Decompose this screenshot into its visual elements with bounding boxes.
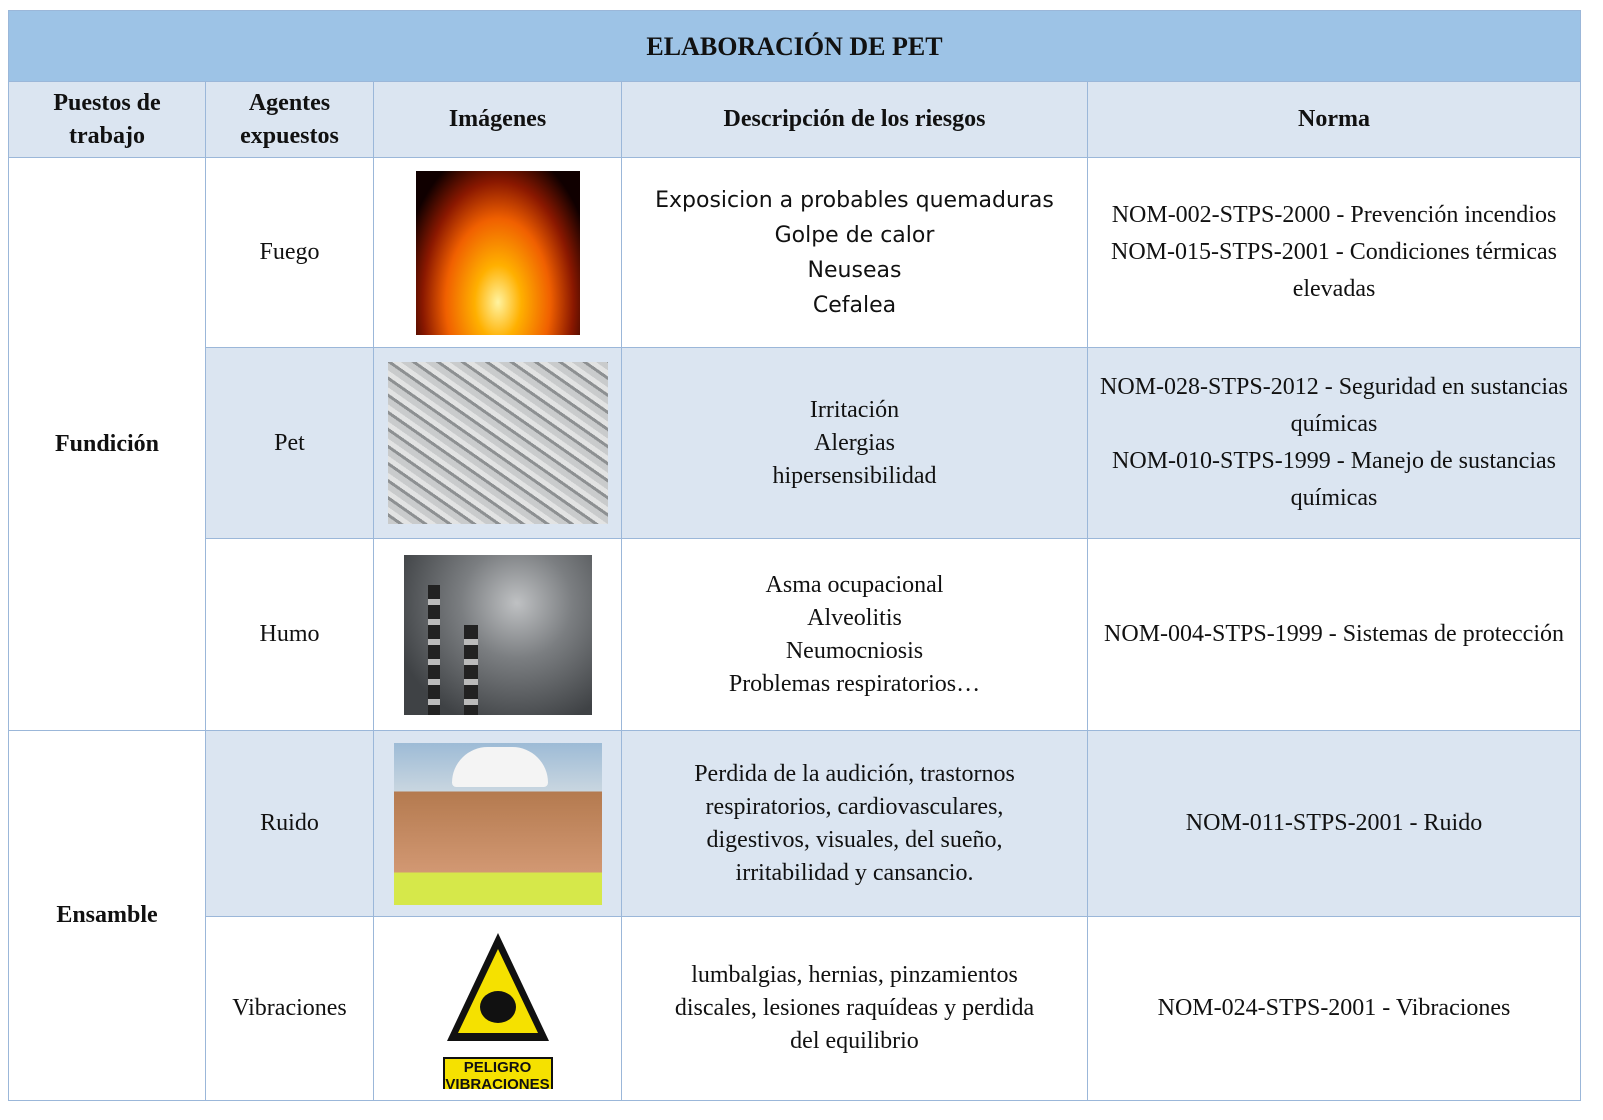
sign-text: VIBRACIONES: [445, 1076, 551, 1089]
norm: NOM-004-STPS-1999 - Sistemas de protecci…: [1088, 539, 1581, 731]
warning-sign: [443, 929, 553, 1047]
risk-image: [416, 171, 580, 335]
norm: NOM-028-STPS-2012 - Seguridad en sustanc…: [1088, 348, 1581, 539]
description-line: Golpe de calor: [628, 218, 1081, 253]
workstation: Ensamble: [9, 731, 206, 1101]
description-line: discales, lesiones raquídeas y perdida: [628, 992, 1081, 1025]
agent: Humo: [206, 539, 374, 731]
description-line: irritabilidad y cansancio.: [628, 857, 1081, 890]
description-line: Problemas respiratorios…: [628, 668, 1081, 701]
column-header: Puestos de trabajo: [9, 82, 206, 158]
norm-item: NOM-004-STPS-1999 - Sistemas de protecci…: [1094, 616, 1574, 653]
norm-item: NOM-002-STPS-2000 - Prevención incendios: [1094, 197, 1574, 234]
description-line: Alveolitis: [628, 602, 1081, 635]
image-cell: [374, 158, 622, 348]
image-cell: [374, 539, 622, 731]
workstation: Fundición: [9, 158, 206, 731]
norm-item: NOM-028-STPS-2012 - Seguridad en sustanc…: [1094, 369, 1574, 443]
description-line: digestivos, visuales, del sueño,: [628, 824, 1081, 857]
description-line: Irritación: [628, 394, 1081, 427]
description-line: hipersensibilidad: [628, 460, 1081, 493]
norm: NOM-024-STPS-2001 - Vibraciones: [1088, 917, 1581, 1101]
table-title: ELABORACIÓN DE PET: [9, 11, 1581, 82]
description-line: lumbalgias, hernias, pinzamientos: [628, 959, 1081, 992]
description-line: Exposicion a probables quemaduras: [628, 183, 1081, 218]
norm: NOM-002-STPS-2000 - Prevención incendios…: [1088, 158, 1581, 348]
risk-image: [394, 743, 602, 905]
description-line: Neuseas: [628, 253, 1081, 288]
column-header: Norma: [1088, 82, 1581, 158]
description-line: Cefalea: [628, 288, 1081, 323]
agent: Pet: [206, 348, 374, 539]
agent: Vibraciones: [206, 917, 374, 1101]
description-line: del equilibrio: [628, 1025, 1081, 1058]
norm-item: NOM-024-STPS-2001 - Vibraciones: [1094, 990, 1574, 1027]
description-line: respiratorios, cardiovasculares,: [628, 791, 1081, 824]
image-cell: [374, 731, 622, 917]
norm-item: NOM-011-STPS-2001 - Ruido: [1094, 805, 1574, 842]
column-header: Descripción de los riesgos: [622, 82, 1088, 158]
norm-item: NOM-010-STPS-1999 - Manejo de sustancias…: [1094, 443, 1574, 517]
column-header: Imágenes: [374, 82, 622, 158]
description-line: Neumocniosis: [628, 635, 1081, 668]
risk-image: [388, 362, 608, 524]
sign-text: PELIGRO: [445, 1059, 551, 1076]
page: ELABORACIÓN DE PET Puestos de trabajoAge…: [0, 0, 1603, 1120]
description-line: Asma ocupacional: [628, 569, 1081, 602]
description-line: Perdida de la audición, trastornos: [628, 758, 1081, 791]
norm-item: NOM-015-STPS-2001 - Condiciones térmicas…: [1094, 234, 1574, 308]
description-line: Alergias: [628, 427, 1081, 460]
agent: Ruido: [206, 731, 374, 917]
column-header: Agentes expuestos: [206, 82, 374, 158]
norm: NOM-011-STPS-2001 - Ruido: [1088, 731, 1581, 917]
image-cell: [374, 348, 622, 539]
risk-image: [404, 555, 592, 715]
agent: Fuego: [206, 158, 374, 348]
